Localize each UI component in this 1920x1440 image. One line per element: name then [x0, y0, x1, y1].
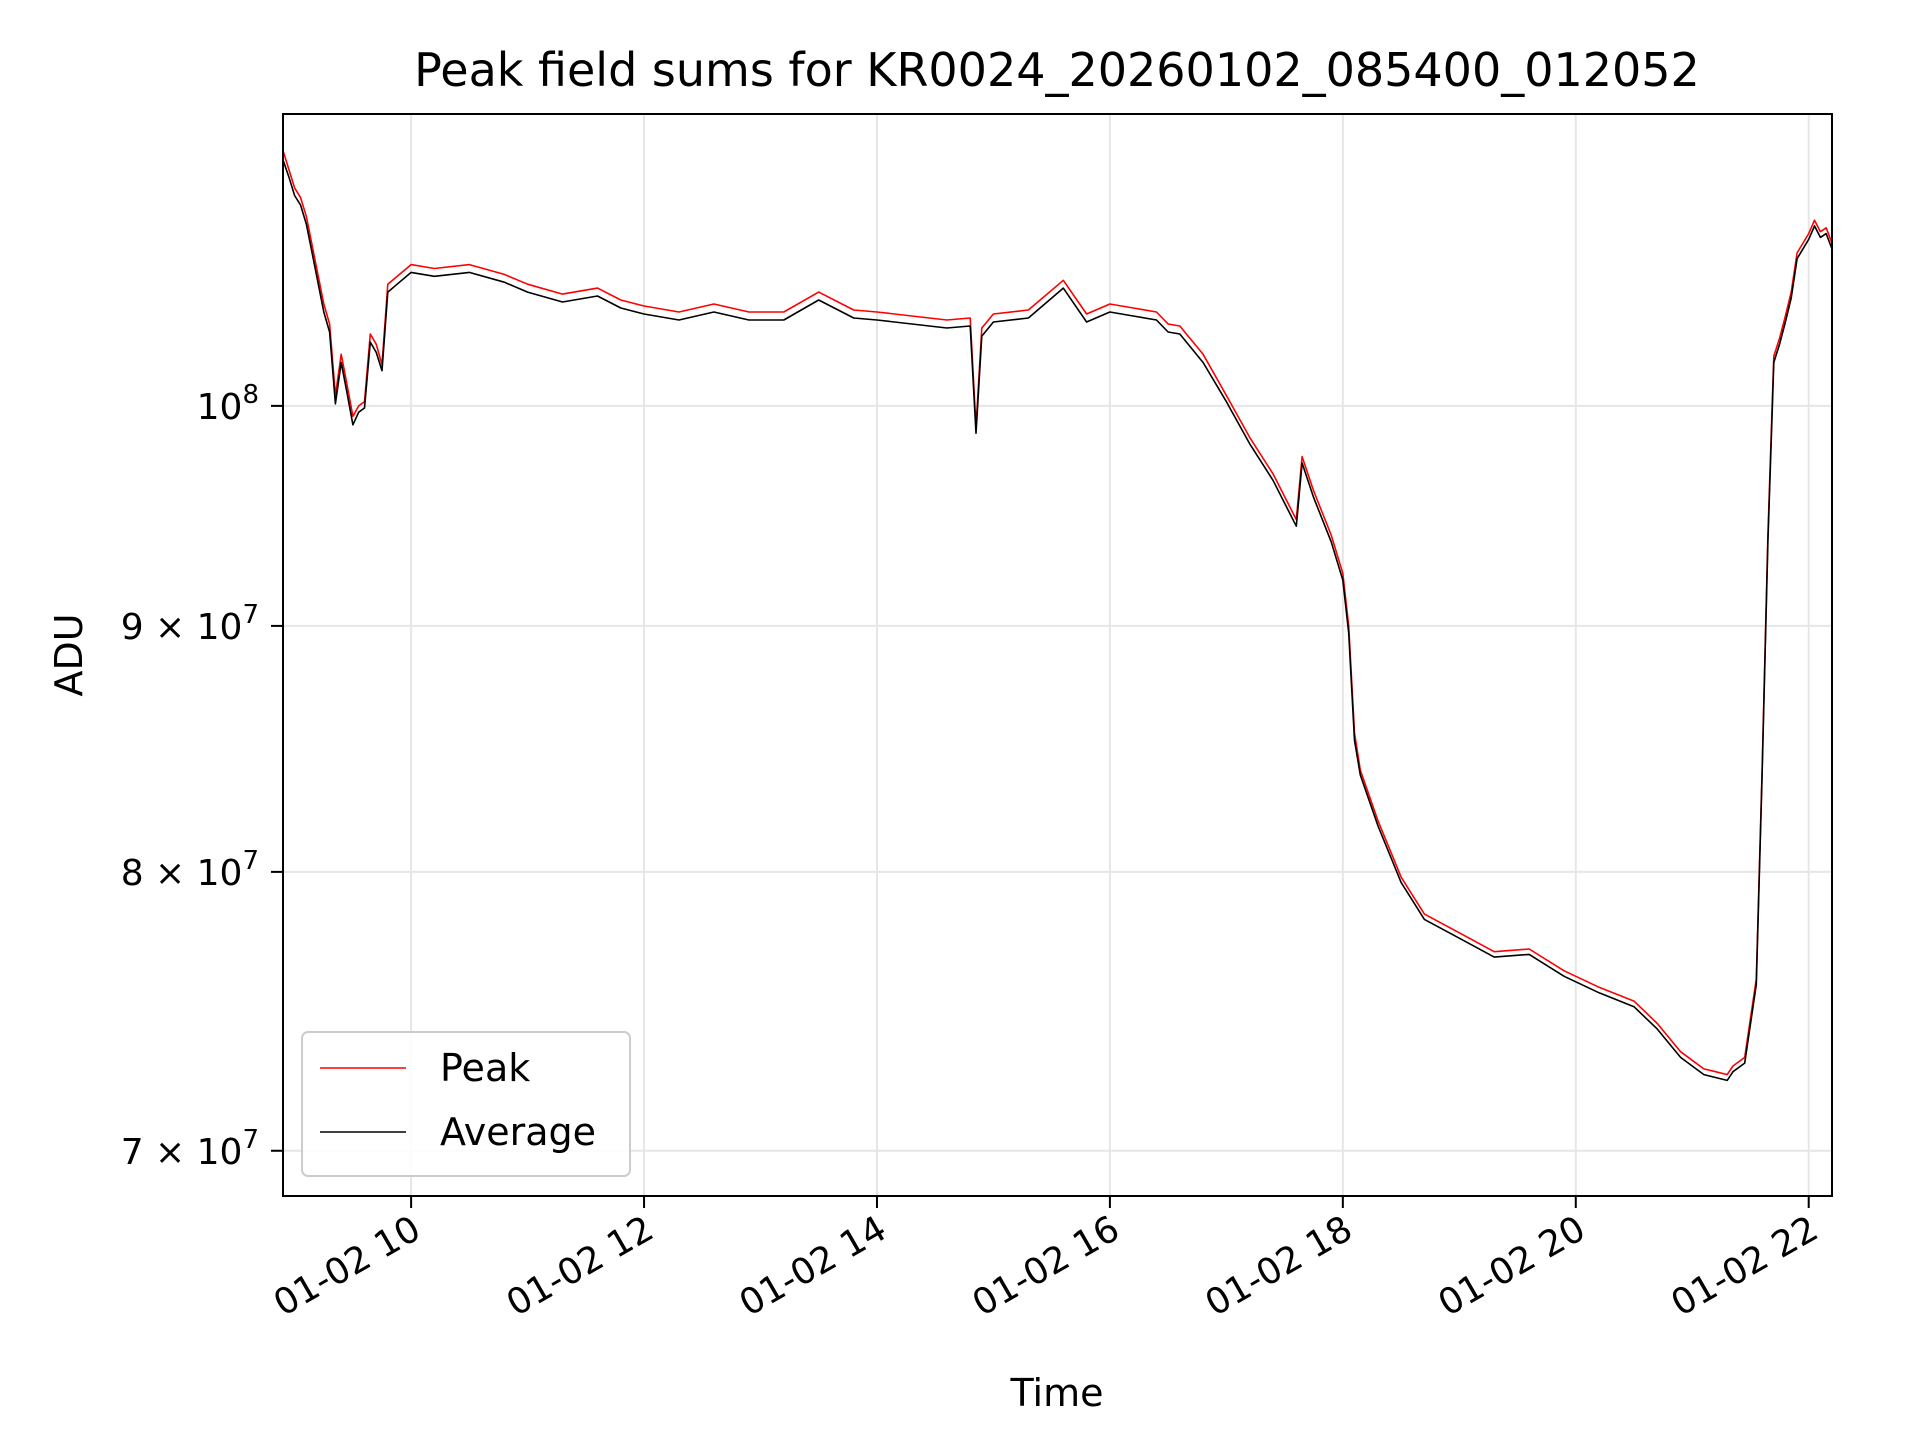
series-line-average	[283, 159, 1832, 1082]
legend: Peak Average	[301, 1031, 631, 1177]
chart-title: Peak field sums for KR0024_20260102_0854…	[414, 43, 1700, 97]
x-axis-label: Time	[1010, 1371, 1104, 1415]
y-axis-label: ADU	[47, 613, 91, 696]
y-tick-label: 8 × 107	[121, 846, 259, 894]
y-axis: 7 × 107 8 × 107 9 × 107 108	[121, 380, 283, 1173]
series-line-peak	[283, 150, 1832, 1076]
y-tick-label: 7 × 107	[121, 1125, 259, 1173]
legend-label-peak: Peak	[440, 1046, 530, 1090]
legend-label-average: Average	[440, 1110, 596, 1154]
y-tick-label: 9 × 107	[121, 600, 259, 648]
grid	[283, 114, 1832, 1196]
series-layer	[283, 150, 1832, 1082]
plot-frame	[282, 113, 1833, 1197]
y-tick-label: 108	[197, 380, 259, 428]
